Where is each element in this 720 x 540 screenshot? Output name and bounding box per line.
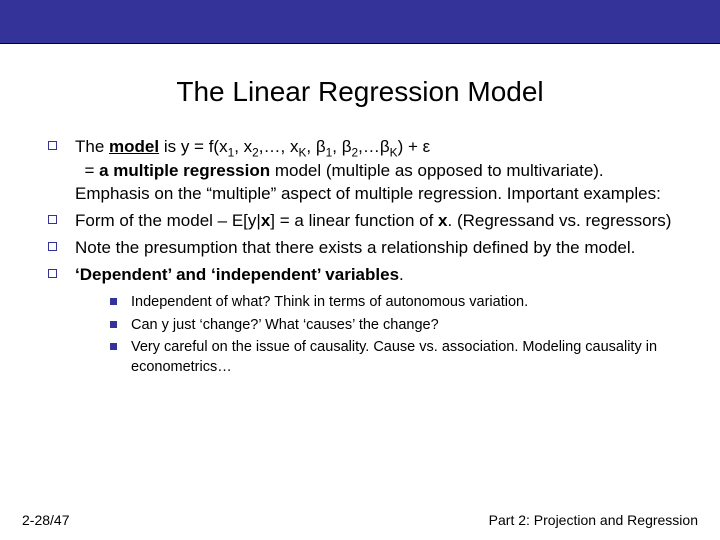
list-item: ‘Dependent’ and ‘independent’ variables.	[48, 264, 672, 287]
bullet-icon	[48, 141, 57, 150]
page-title: The Linear Regression Model	[0, 76, 720, 108]
bullet-icon	[110, 298, 117, 305]
bullet-icon	[48, 215, 57, 224]
bullet-text: The model is y = f(x1, x2,…, xK, β1, β2,…	[75, 136, 672, 206]
top-bar	[0, 0, 720, 44]
bullet-icon	[48, 269, 57, 278]
footer: 2-28/47 Part 2: Projection and Regressio…	[0, 512, 720, 528]
list-item: Can y just ‘change?’ What ‘causes’ the c…	[110, 316, 672, 336]
bullet-icon	[110, 343, 117, 350]
bullet-text: Can y just ‘change?’ What ‘causes’ the c…	[131, 316, 439, 336]
list-item: Form of the model – E[y|x] = a linear fu…	[48, 210, 672, 233]
bullet-text: Form of the model – E[y|x] = a linear fu…	[75, 210, 671, 233]
bullet-text: Independent of what? Think in terms of a…	[131, 293, 528, 313]
bullet-text: ‘Dependent’ and ‘independent’ variables.	[75, 264, 404, 287]
sub-bullet-list: Independent of what? Think in terms of a…	[48, 293, 672, 377]
list-item: Independent of what? Think in terms of a…	[110, 293, 672, 313]
section-label: Part 2: Projection and Regression	[489, 512, 698, 528]
content-area: The model is y = f(x1, x2,…, xK, β1, β2,…	[0, 136, 720, 377]
bullet-list: The model is y = f(x1, x2,…, xK, β1, β2,…	[48, 136, 672, 287]
bullet-icon	[48, 242, 57, 251]
bullet-icon	[110, 321, 117, 328]
list-item: The model is y = f(x1, x2,…, xK, β1, β2,…	[48, 136, 672, 206]
list-item: Note the presumption that there exists a…	[48, 237, 672, 260]
bullet-text: Note the presumption that there exists a…	[75, 237, 635, 260]
list-item: Very careful on the issue of causality. …	[110, 338, 672, 377]
bullet-text: Very careful on the issue of causality. …	[131, 338, 672, 377]
page-number: 2-28/47	[22, 512, 69, 528]
